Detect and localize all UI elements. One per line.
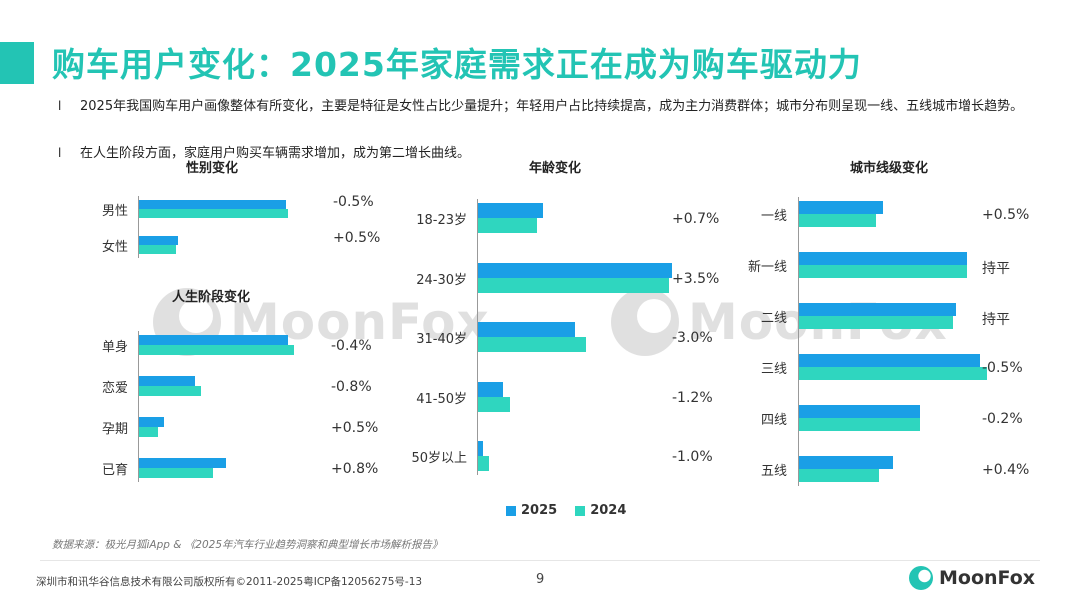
life-bar-2025 bbox=[139, 458, 226, 468]
city-bar-2025 bbox=[799, 354, 980, 367]
chart-title-city: 城市线级变化 bbox=[850, 161, 929, 176]
bullet-2: l 在人生阶段方面，家庭用户购买车辆需求增加，成为第二增长曲线。 bbox=[58, 143, 1040, 164]
city-change-label: -0.2% bbox=[982, 411, 1023, 427]
age-bar-2025 bbox=[478, 322, 576, 337]
life-bar-2024 bbox=[139, 468, 214, 478]
legend-label-2025: 2025 bbox=[521, 503, 558, 518]
gender-change-label: -0.5% bbox=[333, 194, 374, 210]
age-bar-2024 bbox=[478, 277, 669, 293]
legend-item-2024: 2024 bbox=[575, 503, 626, 518]
city-change-label: +0.4% bbox=[982, 462, 1030, 478]
legend-label-2024: 2024 bbox=[590, 503, 627, 518]
page-title: 购车用户变化：2025年家庭需求正在成为购车驱动力 bbox=[52, 45, 862, 84]
life-bar-2025 bbox=[139, 376, 195, 386]
life-category-label: 孕期 bbox=[101, 422, 128, 437]
city-change-label: 持平 bbox=[982, 261, 1010, 277]
life-change-label: +0.8% bbox=[331, 461, 379, 477]
life-change-label: +0.5% bbox=[331, 420, 379, 436]
gender-bar-2025 bbox=[139, 236, 178, 245]
page-number: 9 bbox=[536, 572, 545, 587]
age-bar-2025 bbox=[478, 381, 504, 397]
city-bar-2025 bbox=[799, 405, 920, 418]
legend-swatch-2025 bbox=[506, 505, 516, 516]
age-bar-2025 bbox=[478, 262, 673, 278]
city-category-label: 二线 bbox=[760, 311, 787, 326]
gender-category-label: 女性 bbox=[101, 240, 128, 255]
gender-change-label: +0.5% bbox=[333, 230, 381, 246]
city-category-label: 新一线 bbox=[747, 260, 787, 275]
age-change-label: +0.7% bbox=[672, 211, 720, 227]
life-change-label: -0.4% bbox=[331, 338, 372, 354]
gender-axis-line bbox=[138, 196, 139, 258]
life-bar-2024 bbox=[139, 386, 201, 396]
city-category-label: 一线 bbox=[760, 209, 787, 224]
city-category-label: 五线 bbox=[760, 464, 787, 479]
age-bar-2025 bbox=[478, 203, 543, 218]
moonfox-watermark-icon bbox=[611, 288, 679, 356]
gender-category-label: 男性 bbox=[101, 204, 128, 219]
city-change-label: 持平 bbox=[982, 312, 1010, 328]
age-change-label: -1.2% bbox=[672, 389, 713, 406]
bullet-2-text: 在人生阶段方面，家庭用户购买车辆需求增加，成为第二增长曲线。 bbox=[80, 146, 471, 161]
bullet-mark: l bbox=[58, 99, 62, 113]
city-bar-2024 bbox=[799, 316, 954, 329]
age-change-label: -3.0% bbox=[672, 330, 713, 346]
chart-title-life: 人生阶段变化 bbox=[172, 290, 251, 305]
data-source: 数据来源：极光月狐iApp & 《2025年汽车行业趋势洞察和典型增长市场解析报… bbox=[52, 539, 443, 551]
age-change-label: +3.5% bbox=[672, 270, 720, 287]
moonfox-logo-icon bbox=[909, 566, 933, 590]
bullet-1: l 2025年我国购车用户画像整体有所变化，主要是特征是女性占比少量提升；年轻用… bbox=[58, 96, 1040, 117]
title-accent-bar bbox=[0, 42, 34, 84]
age-change-label: -1.0% bbox=[672, 449, 713, 465]
age-category-label: 24-30岁 bbox=[416, 272, 467, 288]
legend-item-2025: 2025 bbox=[506, 503, 557, 518]
life-bar-2025 bbox=[139, 335, 288, 345]
age-bar-2025 bbox=[478, 441, 484, 456]
gender-bar-2025 bbox=[139, 200, 287, 209]
life-category-label: 单身 bbox=[101, 340, 128, 355]
city-bar-2025 bbox=[799, 201, 883, 214]
life-bar-2025 bbox=[139, 417, 164, 427]
age-bar-2024 bbox=[478, 337, 586, 352]
chart-title-age: 年龄变化 bbox=[529, 161, 582, 176]
legend-swatch-2024 bbox=[575, 505, 586, 516]
city-bar-2025 bbox=[799, 252, 967, 265]
age-axis-line bbox=[477, 199, 478, 475]
age-bar-2024 bbox=[478, 396, 511, 412]
footer-copyright: 深圳市和讯华谷信息技术有限公司版权所有©2011-2025粤ICP备120562… bbox=[36, 576, 423, 588]
city-bar-2024 bbox=[799, 367, 987, 380]
city-category-label: 四线 bbox=[760, 413, 787, 428]
city-change-label: -0.5% bbox=[982, 360, 1023, 376]
age-bar-2024 bbox=[478, 456, 489, 471]
life-bar-2024 bbox=[139, 427, 158, 437]
legend: 2025 2024 bbox=[506, 503, 644, 518]
city-change-label: +0.5% bbox=[982, 207, 1030, 223]
life-axis-line bbox=[138, 331, 139, 482]
bullet-mark: l bbox=[58, 146, 62, 160]
logo-text: MoonFox bbox=[939, 567, 1036, 589]
age-category-label: 18-23岁 bbox=[416, 213, 467, 228]
chart-title-gender: 性别变化 bbox=[186, 161, 239, 176]
city-bar-2025 bbox=[799, 303, 957, 316]
footer-divider bbox=[40, 560, 1040, 561]
age-category-label: 50岁以上 bbox=[411, 451, 467, 466]
life-category-label: 已育 bbox=[101, 463, 128, 478]
life-bar-2024 bbox=[139, 345, 294, 355]
city-bar-2024 bbox=[799, 418, 920, 431]
life-change-label: -0.8% bbox=[331, 379, 372, 395]
life-category-label: 恋爱 bbox=[101, 381, 128, 396]
age-bar-2024 bbox=[478, 218, 538, 233]
city-bar-2025 bbox=[799, 456, 893, 469]
city-bar-2024 bbox=[799, 265, 967, 278]
bullet-1-text: 2025年我国购车用户画像整体有所变化，主要是特征是女性占比少量提升；年轻用户占… bbox=[80, 99, 1024, 114]
gender-bar-2024 bbox=[139, 209, 288, 218]
city-category-label: 三线 bbox=[760, 362, 787, 377]
age-category-label: 31-40岁 bbox=[416, 332, 467, 347]
gender-bar-2024 bbox=[139, 245, 177, 254]
city-bar-2024 bbox=[799, 469, 880, 482]
city-axis-line bbox=[798, 197, 799, 486]
moonfox-logo: MoonFox bbox=[908, 565, 1035, 591]
age-category-label: 41-50岁 bbox=[416, 391, 467, 407]
city-bar-2024 bbox=[799, 214, 877, 227]
